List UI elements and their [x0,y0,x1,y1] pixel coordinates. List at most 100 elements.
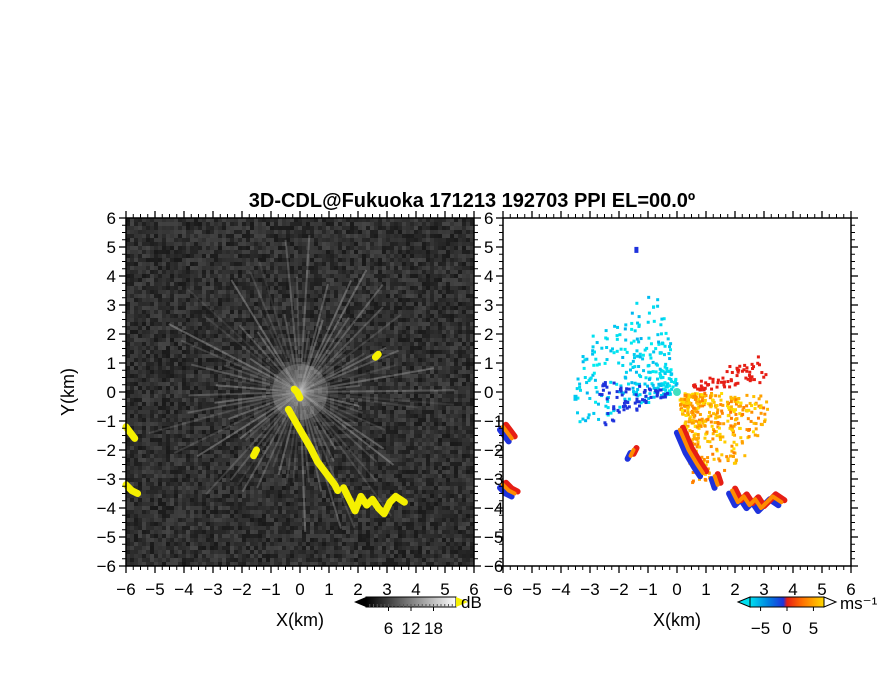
speckle-cell [454,330,458,334]
speckle-cell [330,442,334,446]
speckle-cell [430,334,434,338]
speckle-cell [370,410,374,414]
speckle-cell [394,386,398,390]
speckle-cell [294,370,298,374]
speckle-cell [278,346,282,350]
speckle-cell [258,358,262,362]
speckle-cell [162,290,166,294]
speckle-cell [358,410,362,414]
speckle-cell [342,242,346,246]
speckle-cell [354,330,358,334]
speckle-cell [186,278,190,282]
speckle-cell [194,334,198,338]
speckle-cell [398,422,402,426]
speckle-cell [434,342,438,346]
speckle-cell [126,342,130,346]
speckle-cell [266,298,270,302]
speckle-cell [230,330,234,334]
speckle-cell [194,310,198,314]
speckle-cell [342,442,346,446]
speckle-cell [454,370,458,374]
speckle-cell [194,298,198,302]
speckle-cell [282,382,286,386]
speckle-cell [334,326,338,330]
speckle-cell [442,330,446,334]
speckle-cell [414,262,418,266]
speckle-cell [162,330,166,334]
speckle-cell [162,366,166,370]
speckle-cell [150,294,154,298]
speckle-cell [282,310,286,314]
speckle-cell [422,318,426,322]
speckle-cell [250,430,254,434]
speckle-cell [162,306,166,310]
speckle-cell [406,350,410,354]
speckle-cell [330,274,334,278]
speckle-cell [434,398,438,402]
speckle-cell [134,306,138,310]
speckle-cell [166,250,170,254]
speckle-cell [282,246,286,250]
speckle-cell [246,422,250,426]
speckle-cell [318,278,322,282]
speckle-cell [446,222,450,226]
speckle-cell [374,362,378,366]
speckle-cell [198,414,202,418]
speckle-cell [338,306,342,310]
speckle-cell [402,394,406,398]
speckle-cell [326,430,330,434]
speckle-cell [210,230,214,234]
speckle-cell [138,254,142,258]
speckle-cell [374,234,378,238]
speckle-cell [234,410,238,414]
speckle-cell [162,294,166,298]
speckle-cell [358,378,362,382]
speckle-cell [286,418,290,422]
speckle-cell [374,218,378,222]
speckle-cell [330,402,334,406]
speckle-cell [218,386,222,390]
speckle-cell [154,374,158,378]
speckle-cell [414,274,418,278]
speckle-cell [394,334,398,338]
speckle-cell [418,322,422,326]
speckle-cell [378,338,382,342]
speckle-cell [350,306,354,310]
speckle-cell [278,366,282,370]
speckle-cell [370,278,374,282]
speckle-cell [354,274,358,278]
speckle-cell [274,414,278,418]
speckle-cell [414,258,418,262]
speckle-cell [226,322,230,326]
speckle-cell [346,282,350,286]
speckle-cell [362,230,366,234]
speckle-cell [302,406,306,410]
speckle-cell [142,278,146,282]
speckle-cell [450,278,454,282]
speckle-cell [290,218,294,222]
speckle-cell [466,382,470,386]
speckle-cell [194,410,198,414]
speckle-cell [322,238,326,242]
speckle-cell [374,382,378,386]
speckle-cell [418,266,422,270]
speckle-cell [406,226,410,230]
speckle-cell [138,250,142,254]
speckle-cell [374,254,378,258]
speckle-cell [314,366,318,370]
speckle-cell [270,306,274,310]
speckle-cell [126,234,130,238]
speckle-cell [438,282,442,286]
speckle-cell [354,398,358,402]
speckle-cell [178,234,182,238]
speckle-cell [254,298,258,302]
speckle-cell [274,226,278,230]
speckle-cell [154,338,158,342]
speckle-cell [258,318,262,322]
speckle-cell [150,314,154,318]
speckle-cell [278,334,282,338]
speckle-cell [442,430,446,434]
speckle-cell [350,386,354,390]
speckle-cell [266,282,270,286]
speckle-cell [242,298,246,302]
